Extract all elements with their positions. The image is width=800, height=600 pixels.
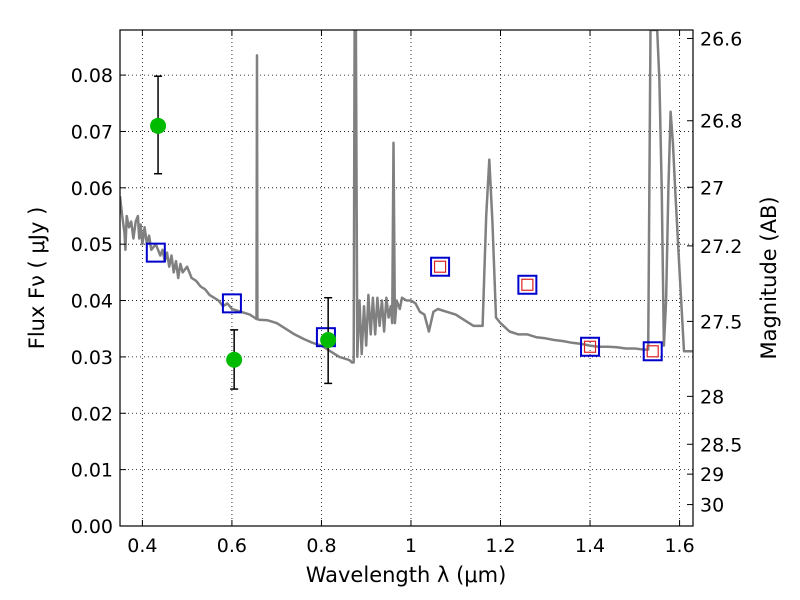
x-tick-label: 0.6 xyxy=(217,535,247,557)
y-tick-label: 0.02 xyxy=(71,403,113,425)
y-tick-label: 0.06 xyxy=(71,178,113,200)
right-tick-label: 27.5 xyxy=(700,311,742,333)
right-tick-label: 30 xyxy=(700,495,724,517)
plot-frame xyxy=(119,29,694,527)
right-tick-label: 27.2 xyxy=(700,236,742,258)
data-point-circle xyxy=(150,117,167,134)
y-tick-label: 0.01 xyxy=(71,460,113,482)
model-photometry-square xyxy=(430,256,451,277)
model-photometry-square xyxy=(580,336,601,357)
y-tick-label: 0.07 xyxy=(71,121,113,143)
right-tick-label: 26.6 xyxy=(700,28,742,50)
x-tick-label: 1.4 xyxy=(575,535,605,557)
data-point-circle xyxy=(320,332,337,348)
right-axis-label: Magnitude (AB) xyxy=(757,196,781,359)
observed-photometry-square xyxy=(583,340,597,353)
x-tick-label: 1.2 xyxy=(485,535,515,557)
model-photometry-square xyxy=(145,242,166,263)
x-tick-label: 0.8 xyxy=(306,535,336,557)
x-tick-labels: 0.4 0.6 0.8 1 1.2 1.4 1.6 xyxy=(127,535,694,557)
model-photometry-square xyxy=(221,293,242,314)
y-tick-labels: 0.00 0.01 0.02 0.03 0.04 0.05 0.06 0.07 0.08 xyxy=(71,65,113,538)
right-axis-tick-labels: 26.6 26.8 27 27.2 27.5 28 28.5 29 30 xyxy=(700,28,742,516)
observed-photometry-square xyxy=(433,260,447,273)
right-tick-label: 28.5 xyxy=(700,434,742,456)
y-tick-label: 0.03 xyxy=(71,347,113,369)
y-tick-label: 0.04 xyxy=(71,291,113,313)
x-tick-label: 1 xyxy=(405,535,417,557)
model-spectrum-line xyxy=(120,30,693,364)
series-layer xyxy=(120,30,693,390)
x-axis-label: Wavelength λ (μm) xyxy=(306,563,507,587)
right-tick-label: 29 xyxy=(700,464,724,486)
right-tick-label: 26.8 xyxy=(700,111,742,133)
model-photometry-square xyxy=(642,341,663,362)
x-tick-label: 1.6 xyxy=(664,535,694,557)
grid xyxy=(120,30,693,527)
right-tick-label: 27 xyxy=(700,177,724,199)
x-tick-label: 0.4 xyxy=(127,535,157,557)
y-tick-label: 0.05 xyxy=(71,234,113,256)
observed-photometry-square xyxy=(646,345,659,358)
observed-photometry-square xyxy=(521,278,534,291)
data-point-circle xyxy=(226,351,243,368)
model-photometry-square xyxy=(517,274,538,295)
y-tick-label: 0.08 xyxy=(71,65,113,87)
tick-marks xyxy=(120,30,693,527)
plot-area xyxy=(120,30,693,390)
y-axis-label: Flux Fν ( μJy ) xyxy=(25,207,49,350)
y-tick-label: 0.00 xyxy=(71,516,113,538)
right-tick-label: 28 xyxy=(700,386,724,408)
